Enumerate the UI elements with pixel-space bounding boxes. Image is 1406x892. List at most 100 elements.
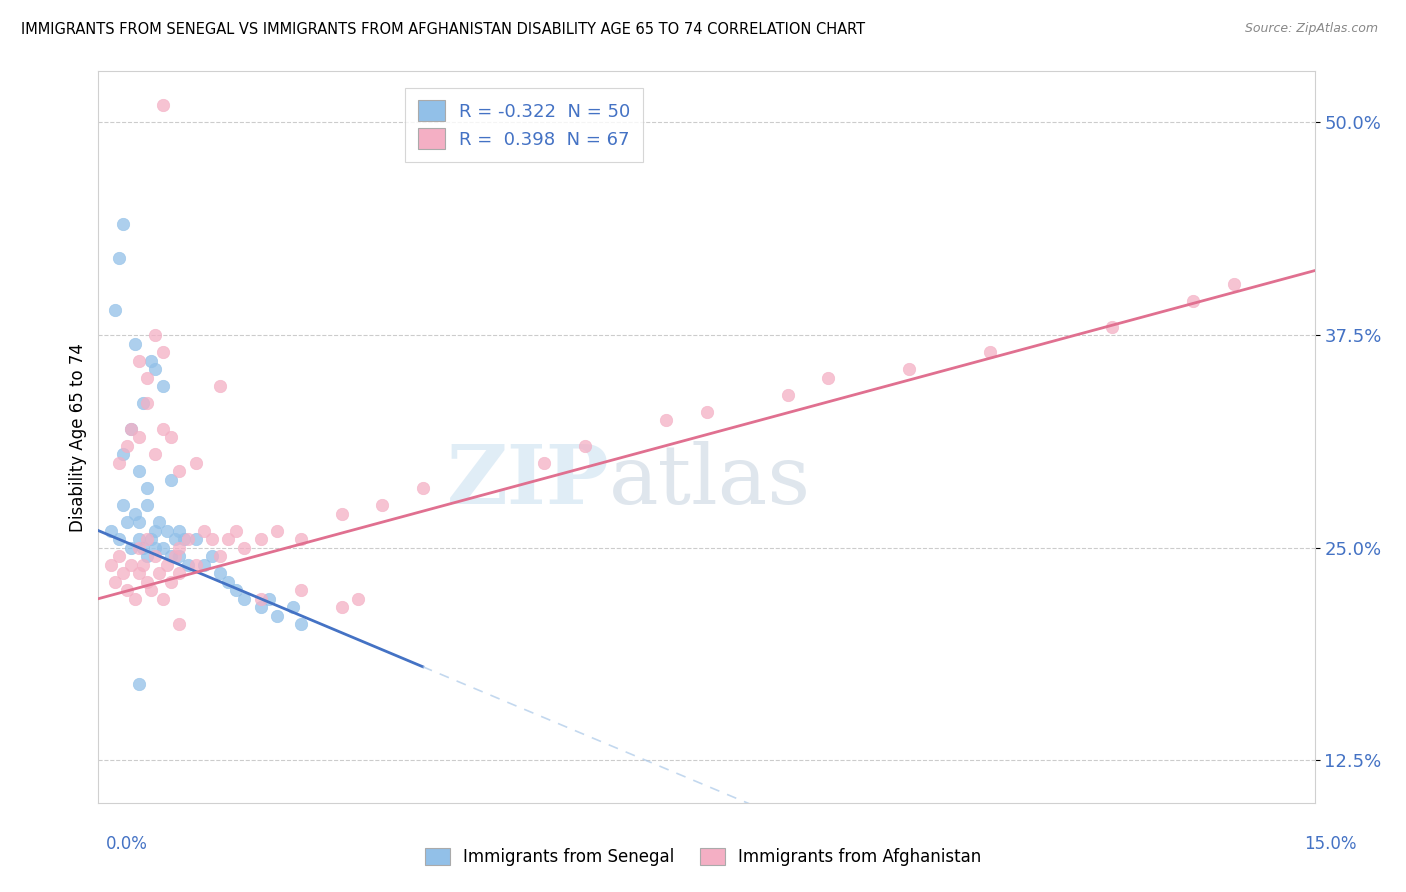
- Text: IMMIGRANTS FROM SENEGAL VS IMMIGRANTS FROM AFGHANISTAN DISABILITY AGE 65 TO 74 C: IMMIGRANTS FROM SENEGAL VS IMMIGRANTS FR…: [21, 22, 865, 37]
- Point: [120, 421, 142, 435]
- Point: [152, 421, 174, 435]
- Point: [412, 481, 434, 495]
- Point: [115, 583, 138, 598]
- Point: [330, 507, 353, 521]
- Point: [148, 515, 170, 529]
- Point: [201, 549, 224, 563]
- Point: [225, 524, 247, 538]
- Point: [898, 362, 921, 376]
- Point: [330, 600, 353, 615]
- Point: [193, 524, 215, 538]
- Point: [124, 507, 146, 521]
- Point: [107, 532, 129, 546]
- Point: [104, 574, 127, 589]
- Point: [128, 353, 150, 368]
- Point: [574, 439, 596, 453]
- Point: [132, 396, 155, 410]
- Point: [107, 549, 129, 563]
- Point: [249, 591, 271, 606]
- Point: [111, 218, 134, 232]
- Point: [152, 541, 174, 555]
- Text: 15.0%: 15.0%: [1305, 835, 1357, 853]
- Point: [128, 566, 150, 581]
- Point: [173, 532, 195, 546]
- Point: [290, 583, 312, 598]
- Point: [136, 532, 159, 546]
- Point: [115, 515, 138, 529]
- Point: [152, 379, 174, 393]
- Point: [148, 566, 170, 581]
- Point: [1101, 319, 1123, 334]
- Point: [169, 549, 191, 563]
- Point: [132, 558, 155, 572]
- Point: [139, 583, 162, 598]
- Point: [120, 541, 142, 555]
- Legend: R = -0.322  N = 50, R =  0.398  N = 67: R = -0.322 N = 50, R = 0.398 N = 67: [405, 87, 643, 162]
- Point: [184, 456, 207, 470]
- Point: [266, 524, 288, 538]
- Point: [107, 456, 129, 470]
- Point: [533, 456, 555, 470]
- Point: [143, 549, 166, 563]
- Point: [817, 370, 839, 384]
- Point: [124, 591, 146, 606]
- Point: [128, 515, 150, 529]
- Point: [371, 498, 394, 512]
- Point: [156, 524, 179, 538]
- Point: [136, 481, 159, 495]
- Point: [696, 404, 718, 418]
- Point: [104, 302, 127, 317]
- Point: [233, 541, 256, 555]
- Point: [1222, 277, 1244, 291]
- Point: [132, 541, 155, 555]
- Point: [165, 532, 187, 546]
- Point: [776, 387, 799, 401]
- Point: [169, 464, 191, 478]
- Legend: Immigrants from Senegal, Immigrants from Afghanistan: Immigrants from Senegal, Immigrants from…: [416, 840, 990, 875]
- Point: [124, 336, 146, 351]
- Point: [136, 549, 159, 563]
- Point: [152, 98, 174, 112]
- Point: [201, 532, 224, 546]
- Y-axis label: Disability Age 65 to 74: Disability Age 65 to 74: [69, 343, 87, 532]
- Point: [143, 524, 166, 538]
- Point: [184, 558, 207, 572]
- Point: [169, 524, 191, 538]
- Point: [290, 532, 312, 546]
- Point: [176, 558, 198, 572]
- Point: [111, 498, 134, 512]
- Point: [209, 379, 232, 393]
- Point: [143, 328, 166, 343]
- Point: [128, 532, 150, 546]
- Point: [128, 464, 150, 478]
- Point: [160, 473, 183, 487]
- Point: [160, 430, 183, 444]
- Point: [290, 617, 312, 632]
- Point: [233, 591, 256, 606]
- Point: [136, 396, 159, 410]
- Point: [217, 532, 239, 546]
- Point: [111, 447, 134, 461]
- Point: [209, 566, 232, 581]
- Point: [1182, 293, 1205, 308]
- Point: [184, 532, 207, 546]
- Point: [225, 583, 247, 598]
- Point: [143, 447, 166, 461]
- Point: [156, 558, 179, 572]
- Point: [165, 549, 187, 563]
- Point: [160, 574, 183, 589]
- Point: [136, 370, 159, 384]
- Point: [169, 617, 191, 632]
- Point: [169, 566, 191, 581]
- Point: [979, 345, 1001, 359]
- Point: [107, 252, 129, 266]
- Point: [160, 549, 183, 563]
- Point: [193, 558, 215, 572]
- Point: [136, 498, 159, 512]
- Point: [128, 541, 150, 555]
- Point: [347, 591, 370, 606]
- Point: [120, 421, 142, 435]
- Point: [249, 532, 271, 546]
- Point: [152, 591, 174, 606]
- Point: [281, 600, 304, 615]
